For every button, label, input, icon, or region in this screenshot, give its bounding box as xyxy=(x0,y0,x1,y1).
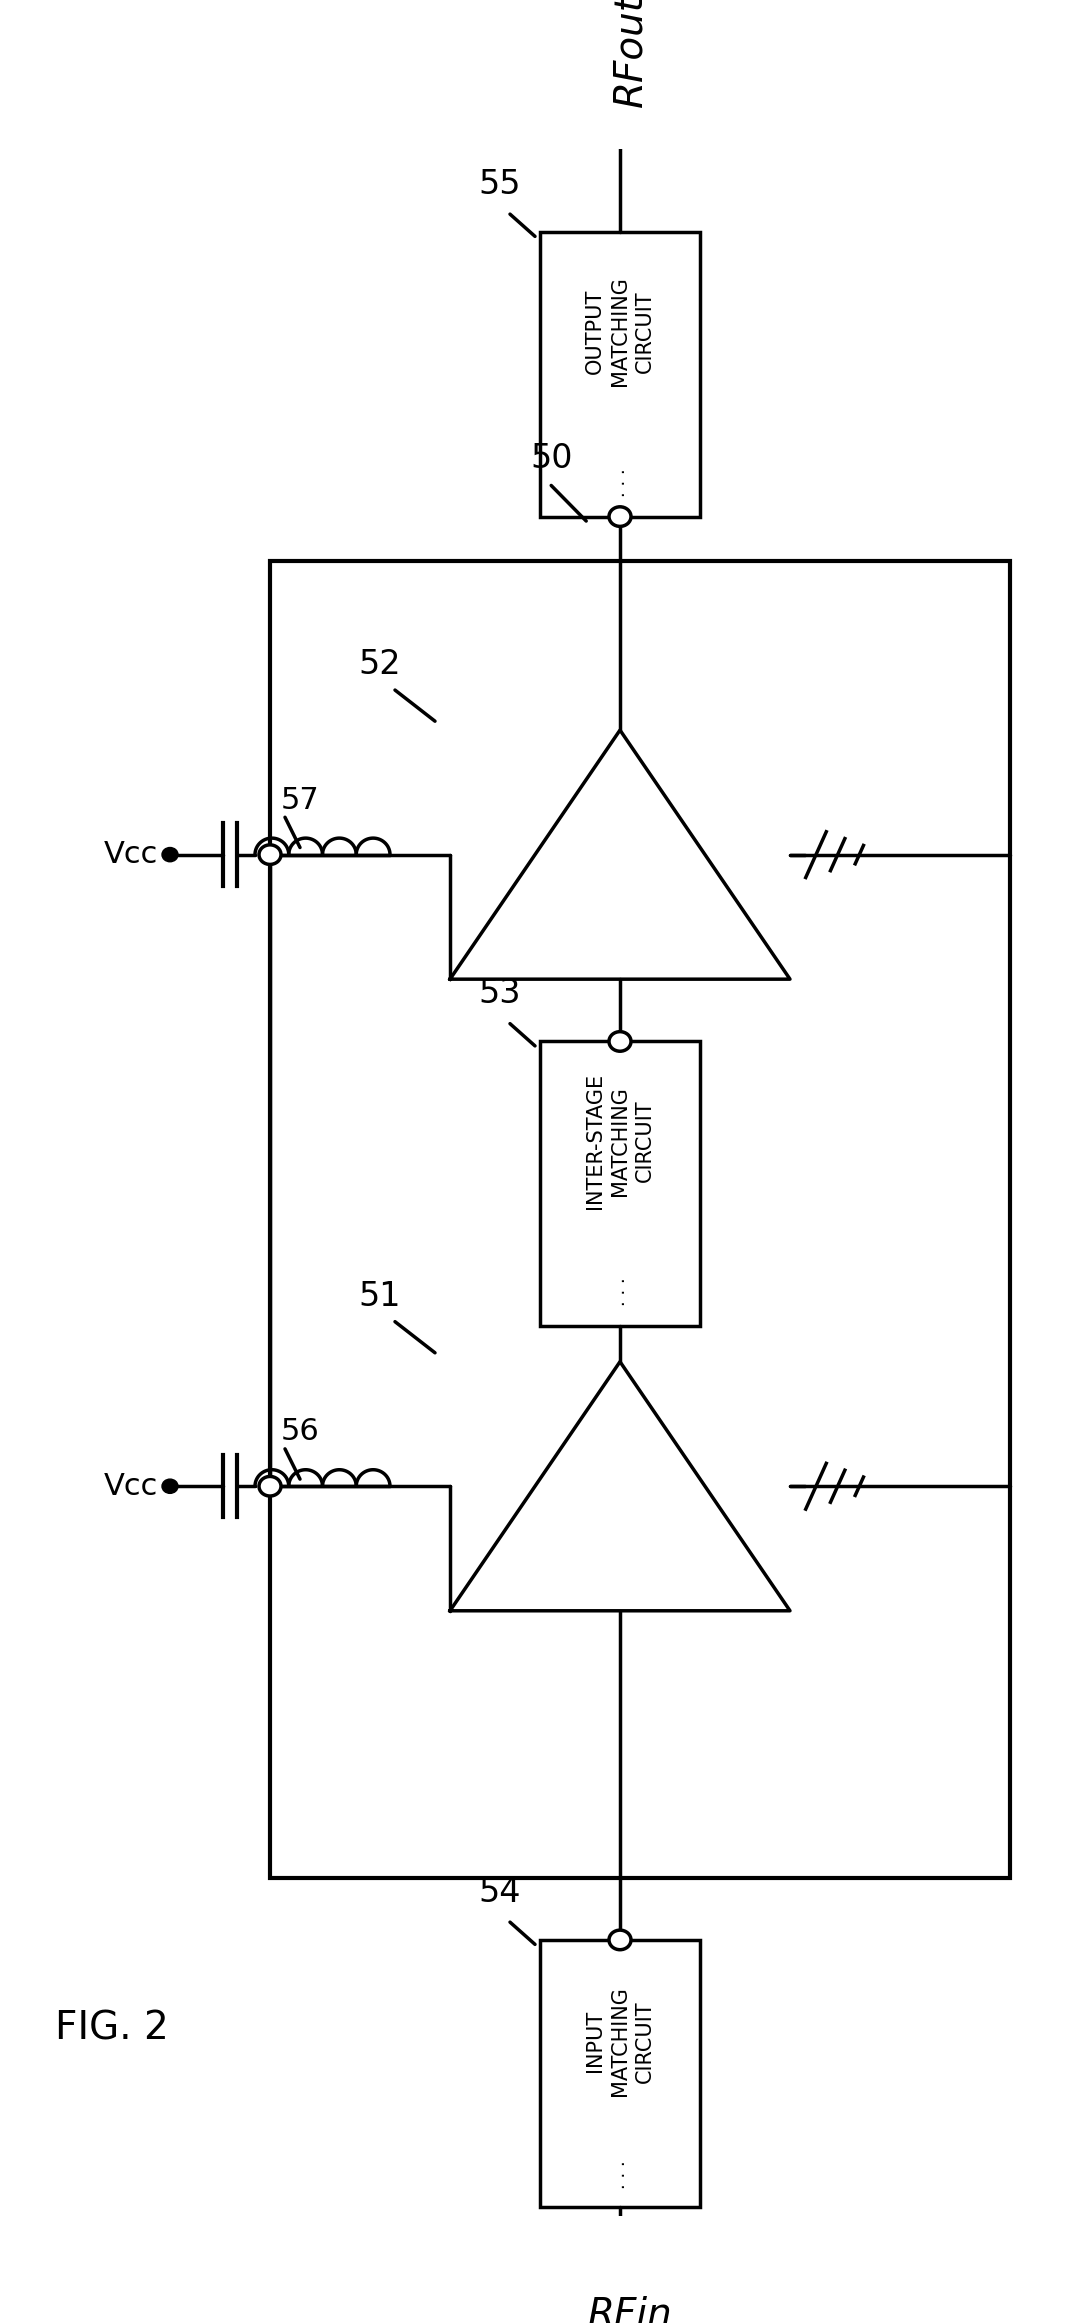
Text: 56: 56 xyxy=(281,1417,319,1447)
Bar xyxy=(540,1940,700,2207)
Text: 50: 50 xyxy=(530,441,573,474)
Text: FIG. 2: FIG. 2 xyxy=(55,2009,169,2049)
Text: RFin: RFin xyxy=(588,2295,672,2323)
Text: 51: 51 xyxy=(359,1280,401,1312)
Text: OUTPUT
MATCHING
CIRCUIT: OUTPUT MATCHING CIRCUIT xyxy=(585,276,655,386)
Text: INPUT
MATCHING
CIRCUIT: INPUT MATCHING CIRCUIT xyxy=(585,1986,655,2095)
Text: INTER-STAGE
MATCHING
CIRCUIT: INTER-STAGE MATCHING CIRCUIT xyxy=(585,1073,655,1210)
Text: 52: 52 xyxy=(359,648,401,681)
Text: 55: 55 xyxy=(478,167,521,200)
Text: . . .: . . . xyxy=(611,1278,629,1306)
Bar xyxy=(270,562,1010,1877)
Circle shape xyxy=(610,506,631,527)
Bar xyxy=(540,232,700,516)
Circle shape xyxy=(259,1477,281,1496)
Circle shape xyxy=(610,1031,631,1052)
Bar xyxy=(540,1041,700,1326)
Circle shape xyxy=(162,848,178,862)
Circle shape xyxy=(259,846,281,864)
Text: 54: 54 xyxy=(478,1875,521,1910)
Text: . . .: . . . xyxy=(611,467,629,497)
Circle shape xyxy=(610,1930,631,1949)
Text: . . .: . . . xyxy=(611,2160,629,2188)
Circle shape xyxy=(162,1480,178,1494)
Text: 53: 53 xyxy=(478,978,521,1011)
Text: RFout: RFout xyxy=(611,0,649,107)
Text: Vcc: Vcc xyxy=(103,841,158,869)
Text: Vcc: Vcc xyxy=(103,1473,158,1501)
Text: 57: 57 xyxy=(281,785,319,815)
